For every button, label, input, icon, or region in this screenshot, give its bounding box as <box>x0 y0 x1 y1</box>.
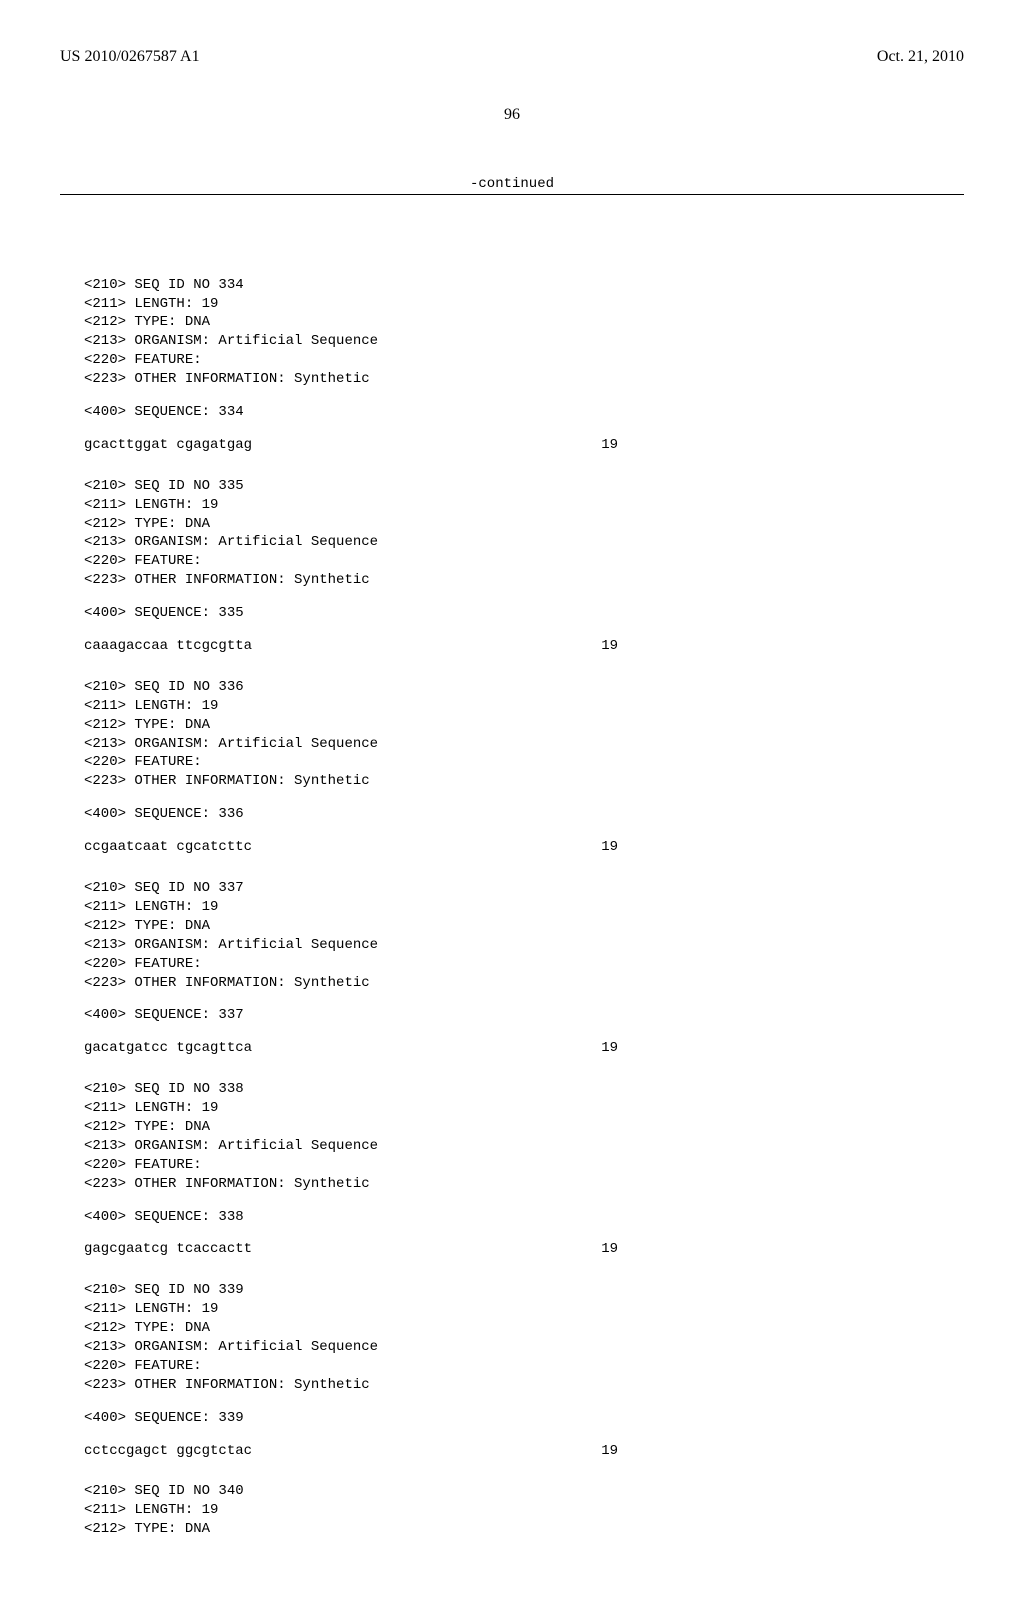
continued-label: -continued <box>60 176 964 192</box>
sequence-meta-line: <212> TYPE: DNA <box>84 1118 940 1137</box>
sequence-entry: <210> SEQ ID NO 337<211> LENGTH: 19<212>… <box>84 879 940 1058</box>
sequence-meta-line: <213> ORGANISM: Artificial Sequence <box>84 936 940 955</box>
sequence-meta-line: <210> SEQ ID NO 338 <box>84 1080 940 1099</box>
sequence-meta-line: <212> TYPE: DNA <box>84 313 940 332</box>
sequence-entry: <210> SEQ ID NO 339<211> LENGTH: 19<212>… <box>84 1281 940 1460</box>
sequence-meta-line: <212> TYPE: DNA <box>84 1319 940 1338</box>
sequence-length: 19 <box>601 637 624 656</box>
sequence-meta-line: <223> OTHER INFORMATION: Synthetic <box>84 1376 940 1395</box>
sequence-row: gacatgatcc tgcagttca 19 <box>84 1039 624 1058</box>
sequence-header: <400> SEQUENCE: 336 <box>84 805 940 824</box>
sequence-meta-line: <212> TYPE: DNA <box>84 917 940 936</box>
sequence-meta: <210> SEQ ID NO 336<211> LENGTH: 19<212>… <box>84 678 940 791</box>
sequence-meta-line: <223> OTHER INFORMATION: Synthetic <box>84 974 940 993</box>
sequence-meta-line: <223> OTHER INFORMATION: Synthetic <box>84 571 940 590</box>
publication-date: Oct. 21, 2010 <box>877 48 964 66</box>
sequence-meta-line: <212> TYPE: DNA <box>84 1520 940 1539</box>
sequence-meta-line: <220> FEATURE: <box>84 351 940 370</box>
sequence-meta: <210> SEQ ID NO 337<211> LENGTH: 19<212>… <box>84 879 940 992</box>
sequence-meta-line: <210> SEQ ID NO 335 <box>84 477 940 496</box>
sequence-meta-line: <220> FEATURE: <box>84 753 940 772</box>
publication-number: US 2010/0267587 A1 <box>60 48 200 66</box>
sequence-length: 19 <box>601 436 624 455</box>
sequence-meta-line: <211> LENGTH: 19 <box>84 1300 940 1319</box>
page-container: US 2010/0267587 A1 Oct. 21, 2010 96 -con… <box>0 0 1024 1621</box>
sequence-meta-line: <220> FEATURE: <box>84 552 940 571</box>
sequence-meta-line: <210> SEQ ID NO 334 <box>84 276 940 295</box>
sequence-text: ccgaatcaat cgcatcttc <box>84 838 252 857</box>
sequence-meta-line: <210> SEQ ID NO 337 <box>84 879 940 898</box>
sequence-header: <400> SEQUENCE: 337 <box>84 1006 940 1025</box>
sequence-text: caaagaccaa ttcgcgtta <box>84 637 252 656</box>
sequence-listing: <210> SEQ ID NO 334<211> LENGTH: 19<212>… <box>84 219 940 1539</box>
sequence-entry: <210> SEQ ID NO 340<211> LENGTH: 19<212>… <box>84 1482 940 1539</box>
sequence-meta-line: <213> ORGANISM: Artificial Sequence <box>84 1338 940 1357</box>
page-number: 96 <box>60 106 964 124</box>
continued-block: -continued <box>60 176 964 195</box>
sequence-entry: <210> SEQ ID NO 335<211> LENGTH: 19<212>… <box>84 477 940 656</box>
sequence-length: 19 <box>601 1442 624 1461</box>
sequence-text: gacatgatcc tgcagttca <box>84 1039 252 1058</box>
sequence-meta-line: <213> ORGANISM: Artificial Sequence <box>84 1137 940 1156</box>
sequence-entry: <210> SEQ ID NO 336<211> LENGTH: 19<212>… <box>84 678 940 857</box>
sequence-meta-line: <211> LENGTH: 19 <box>84 898 940 917</box>
sequence-meta-line: <212> TYPE: DNA <box>84 515 940 534</box>
sequence-meta-line: <210> SEQ ID NO 340 <box>84 1482 940 1501</box>
sequence-entry: <210> SEQ ID NO 334<211> LENGTH: 19<212>… <box>84 276 940 455</box>
sequence-meta-line: <211> LENGTH: 19 <box>84 1501 940 1520</box>
sequence-meta: <210> SEQ ID NO 339<211> LENGTH: 19<212>… <box>84 1281 940 1394</box>
sequence-entry: <210> SEQ ID NO 338<211> LENGTH: 19<212>… <box>84 1080 940 1259</box>
sequence-header: <400> SEQUENCE: 335 <box>84 604 940 623</box>
sequence-text: gcacttggat cgagatgag <box>84 436 252 455</box>
sequence-text: gagcgaatcg tcaccactt <box>84 1240 252 1259</box>
sequence-meta-line: <211> LENGTH: 19 <box>84 697 940 716</box>
sequence-meta-line: <210> SEQ ID NO 336 <box>84 678 940 697</box>
sequence-meta-line: <210> SEQ ID NO 339 <box>84 1281 940 1300</box>
sequence-meta: <210> SEQ ID NO 338<211> LENGTH: 19<212>… <box>84 1080 940 1193</box>
sequence-meta-line: <213> ORGANISM: Artificial Sequence <box>84 533 940 552</box>
sequence-row: gcacttggat cgagatgag 19 <box>84 436 624 455</box>
sequence-meta: <210> SEQ ID NO 335<211> LENGTH: 19<212>… <box>84 477 940 590</box>
sequence-row: gagcgaatcg tcaccactt 19 <box>84 1240 624 1259</box>
sequence-row: cctccgagct ggcgtctac 19 <box>84 1442 624 1461</box>
sequence-meta-line: <212> TYPE: DNA <box>84 716 940 735</box>
sequence-header: <400> SEQUENCE: 338 <box>84 1208 940 1227</box>
sequence-meta-line: <223> OTHER INFORMATION: Synthetic <box>84 1175 940 1194</box>
sequence-row: ccgaatcaat cgcatcttc 19 <box>84 838 624 857</box>
sequence-meta-line: <211> LENGTH: 19 <box>84 1099 940 1118</box>
sequence-meta-line: <213> ORGANISM: Artificial Sequence <box>84 332 940 351</box>
sequence-meta-line: <213> ORGANISM: Artificial Sequence <box>84 735 940 754</box>
sequence-meta-line: <220> FEATURE: <box>84 1156 940 1175</box>
sequence-meta-line: <211> LENGTH: 19 <box>84 496 940 515</box>
sequence-row: caaagaccaa ttcgcgtta 19 <box>84 637 624 656</box>
sequence-length: 19 <box>601 838 624 857</box>
sequence-meta-line: <223> OTHER INFORMATION: Synthetic <box>84 370 940 389</box>
sequence-meta-line: <220> FEATURE: <box>84 955 940 974</box>
sequence-meta-line: <211> LENGTH: 19 <box>84 295 940 314</box>
divider-line <box>60 194 964 195</box>
sequence-meta: <210> SEQ ID NO 334<211> LENGTH: 19<212>… <box>84 276 940 389</box>
sequence-text: cctccgagct ggcgtctac <box>84 1442 252 1461</box>
sequence-meta-line: <220> FEATURE: <box>84 1357 940 1376</box>
sequence-meta-line: <223> OTHER INFORMATION: Synthetic <box>84 772 940 791</box>
sequence-meta: <210> SEQ ID NO 340<211> LENGTH: 19<212>… <box>84 1482 940 1539</box>
sequence-length: 19 <box>601 1039 624 1058</box>
page-header: US 2010/0267587 A1 Oct. 21, 2010 <box>60 48 964 66</box>
sequence-length: 19 <box>601 1240 624 1259</box>
sequence-header: <400> SEQUENCE: 334 <box>84 403 940 422</box>
sequence-header: <400> SEQUENCE: 339 <box>84 1409 940 1428</box>
